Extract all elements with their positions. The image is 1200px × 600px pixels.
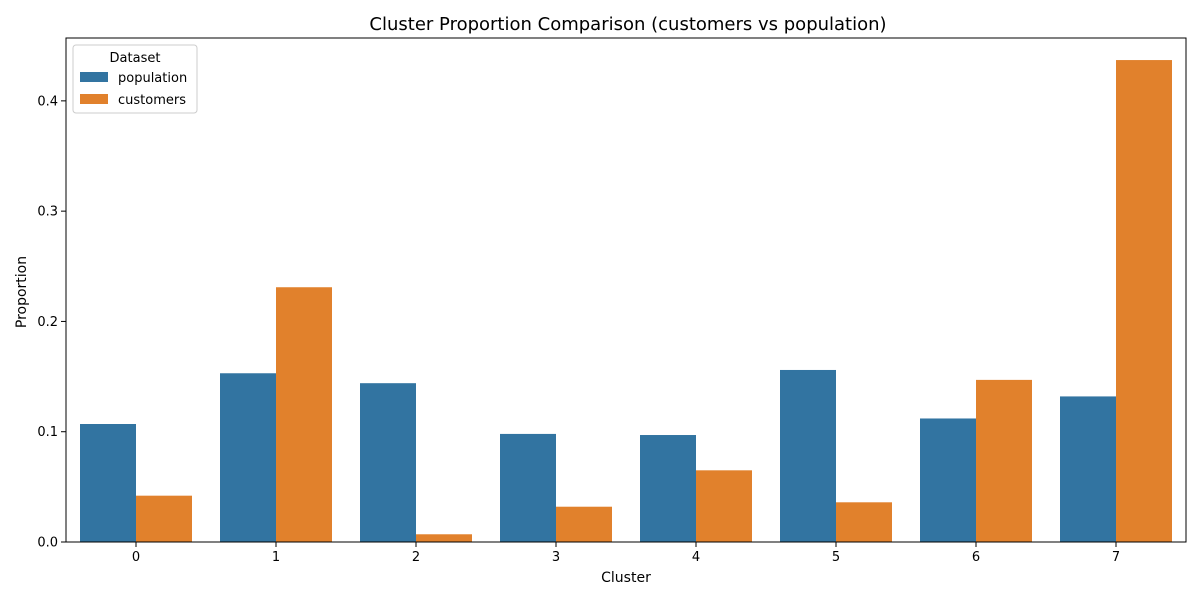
bar-customers-1 [276, 287, 332, 542]
x-tick-label: 7 [1112, 550, 1120, 565]
x-tick-label: 0 [132, 550, 140, 565]
y-tick-label: 0.0 [37, 536, 58, 551]
y-tick-label: 0.3 [37, 205, 58, 220]
x-tick-label: 3 [552, 550, 560, 565]
bar-population-2 [360, 383, 416, 542]
y-tick-label: 0.1 [37, 425, 58, 440]
bar-population-4 [640, 435, 696, 542]
legend-swatch-population [80, 72, 108, 82]
bar-customers-7 [1116, 60, 1172, 543]
legend: Dataset population customers [72, 44, 198, 114]
bar-population-5 [780, 369, 836, 542]
chart-title: Cluster Proportion Comparison (customers… [369, 14, 886, 35]
bar-customers-4 [696, 470, 752, 542]
x-tick-label: 4 [692, 550, 700, 565]
y-tick-label: 0.2 [37, 315, 58, 330]
bar-customers-3 [556, 506, 612, 542]
legend-items: population customers [80, 71, 187, 108]
x-axis: 0 1 2 3 4 5 6 7 [132, 542, 1120, 565]
x-tick-label: 2 [412, 550, 420, 565]
x-tick-label: 6 [972, 550, 980, 565]
legend-title: Dataset [110, 51, 161, 66]
y-axis: 0.0 0.1 0.2 0.3 0.4 [37, 94, 66, 551]
y-tick-label: 0.4 [37, 94, 58, 109]
bar-population-1 [220, 373, 276, 542]
bar-customers-0 [136, 495, 192, 542]
bar-population-0 [80, 424, 136, 542]
y-axis-label: Proportion [14, 256, 30, 328]
bar-population-6 [920, 418, 976, 542]
bar-customers-6 [976, 379, 1032, 542]
x-tick-label: 1 [272, 550, 280, 565]
legend-swatch-customers [80, 94, 108, 104]
legend-label-population: population [118, 71, 187, 86]
plot-bars [80, 60, 1172, 543]
x-axis-label: Cluster [601, 570, 651, 586]
bar-customers-5 [836, 502, 892, 542]
bar-customers-2 [416, 534, 472, 542]
bar-population-3 [500, 433, 556, 542]
plot-frame [65, 37, 1187, 543]
legend-label-customers: customers [118, 93, 186, 108]
bar-population-7 [1060, 396, 1116, 542]
x-tick-label: 5 [832, 550, 840, 565]
